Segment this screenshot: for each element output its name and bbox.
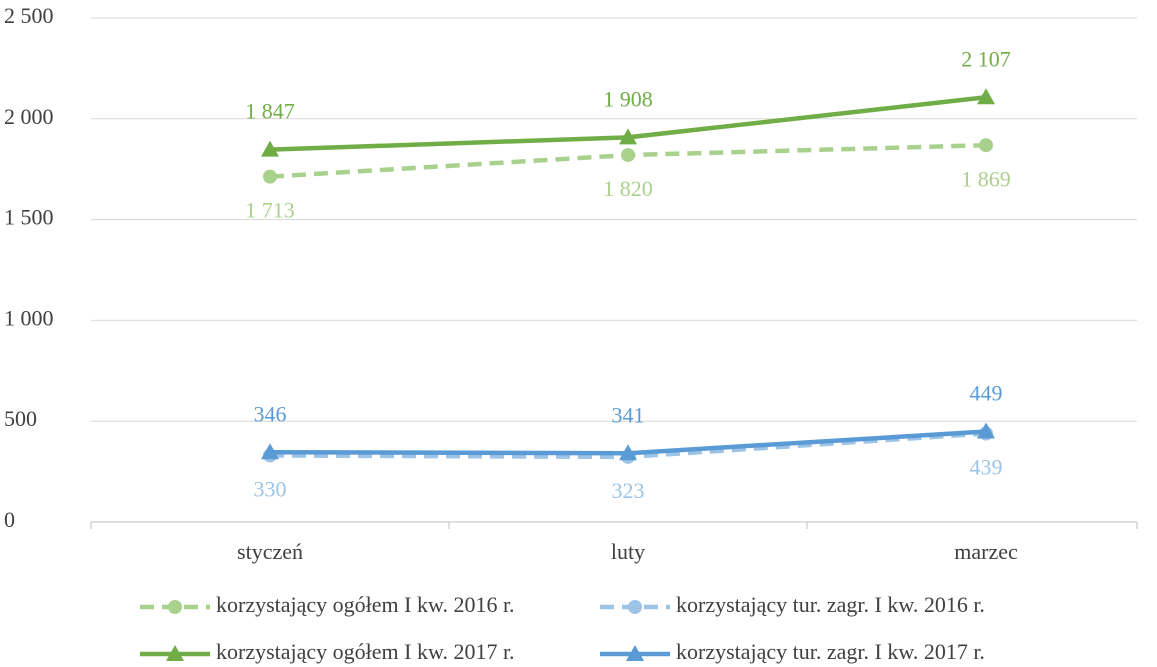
x-tick-label: marzec xyxy=(954,539,1018,564)
legend-label: korzystający tur. zagr. I kw. 2016 r. xyxy=(676,592,985,617)
y-tick-label: 2 500 xyxy=(4,3,54,28)
marker xyxy=(261,443,279,460)
data-label: 1 847 xyxy=(245,99,295,124)
marker xyxy=(619,128,637,145)
y-tick-label: 2 000 xyxy=(4,104,54,129)
data-label: 346 xyxy=(254,401,287,426)
marker xyxy=(977,88,995,105)
legend-label: korzystający ogółem I kw. 2016 r. xyxy=(216,592,515,617)
data-label: 330 xyxy=(254,477,287,502)
data-label: 341 xyxy=(612,402,645,427)
data-label: 2 107 xyxy=(961,46,1011,71)
legend-marker xyxy=(626,645,644,661)
data-label: 1 713 xyxy=(245,198,295,223)
legend-label: korzystający ogółem I kw. 2017 r. xyxy=(216,639,515,664)
data-label: 1 869 xyxy=(961,166,1011,191)
marker xyxy=(977,422,995,439)
legend-marker xyxy=(628,600,642,614)
y-tick-label: 1 500 xyxy=(4,205,54,230)
data-label: 323 xyxy=(612,478,645,503)
marker xyxy=(261,140,279,157)
marker xyxy=(619,444,637,461)
legend-marker xyxy=(166,645,184,661)
legend-marker xyxy=(168,600,182,614)
y-tick-label: 500 xyxy=(4,406,37,431)
data-label: 1 908 xyxy=(603,86,653,111)
data-label: 439 xyxy=(970,455,1003,480)
y-tick-label: 1 000 xyxy=(4,305,54,330)
data-label: 1 820 xyxy=(603,176,653,201)
y-tick-label: 0 xyxy=(4,507,15,532)
x-tick-label: styczeń xyxy=(237,539,303,564)
marker xyxy=(263,169,277,184)
data-label: 449 xyxy=(970,381,1003,406)
marker xyxy=(621,148,635,163)
marker xyxy=(979,138,993,153)
x-tick-label: luty xyxy=(611,539,645,564)
legend-label: korzystający tur. zagr. I kw. 2017 r. xyxy=(676,639,985,664)
